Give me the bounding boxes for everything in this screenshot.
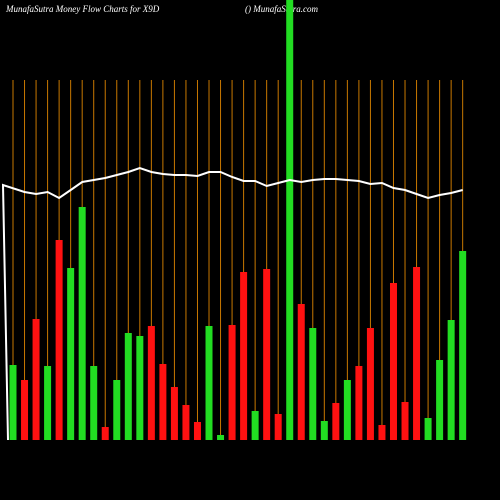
bar [113,380,121,440]
bar [447,320,455,440]
chart-subtitle: () MunafaSutra.com [245,4,318,14]
bar [170,387,178,440]
bar [424,418,432,440]
bar [343,380,351,440]
bar [217,435,225,440]
bar [228,325,236,440]
bar [389,283,397,440]
bar [55,240,63,440]
bar [159,364,167,440]
bar [21,380,29,440]
bar [124,333,132,440]
bar [136,336,144,440]
bar [101,427,109,440]
bar [90,366,98,440]
bar [193,422,201,440]
bar [286,0,294,440]
bar [240,272,248,440]
bar [274,414,282,440]
bar [378,425,386,440]
bar [355,366,363,440]
money-flow-line [1,166,463,441]
chart-title: MunafaSutra Money Flow Charts for X9D [5,4,160,14]
bar [44,366,52,440]
bar [147,326,155,440]
bar [366,328,374,440]
bar [459,251,467,440]
bar [67,268,75,440]
bar [332,403,340,440]
bar [263,269,271,440]
bar [297,304,305,440]
bar [205,326,213,440]
bar [182,405,190,440]
bar [320,421,328,440]
bar [78,207,86,440]
bar [32,319,40,440]
bar [413,267,421,440]
bar [309,328,317,440]
bar [401,402,409,440]
bar [251,411,259,440]
bar [436,360,444,440]
bar [9,365,17,440]
